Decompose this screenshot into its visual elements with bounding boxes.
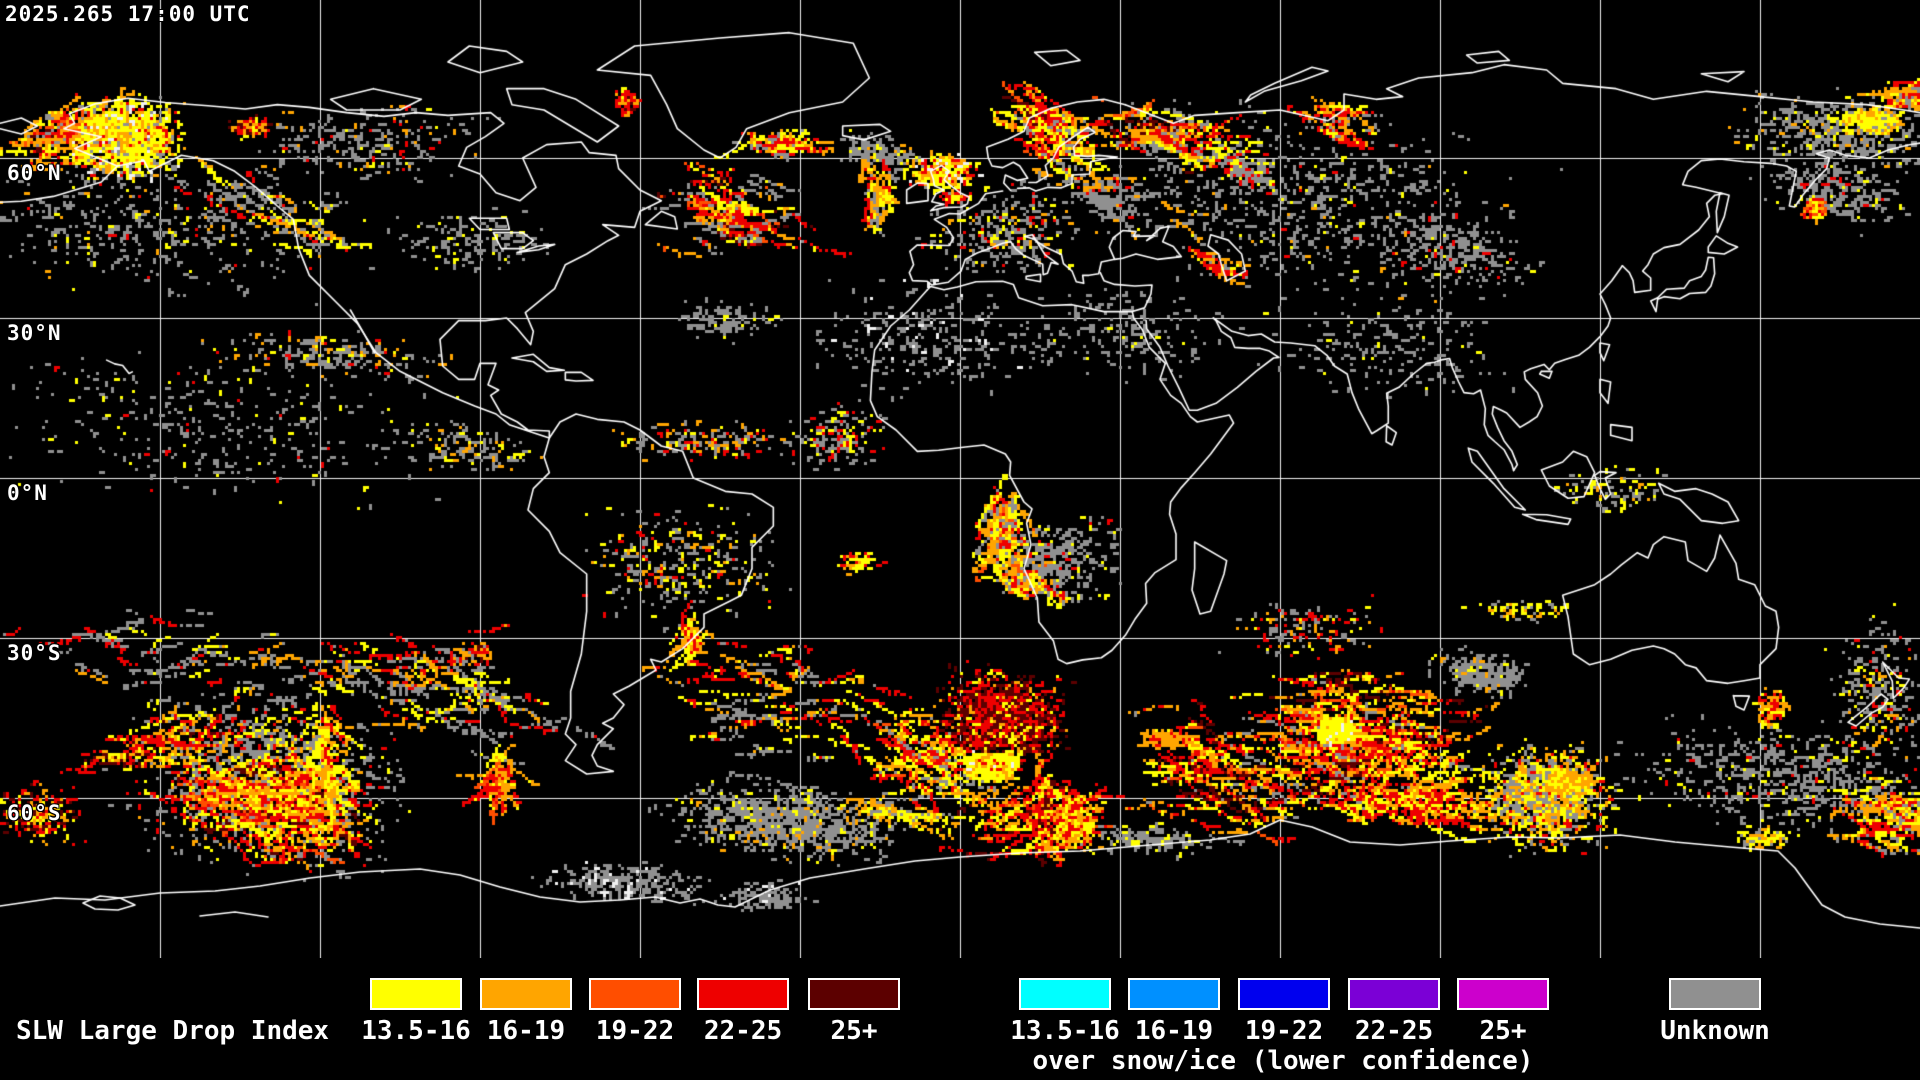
- legend-swatch-snow-3: [1238, 978, 1330, 1010]
- legend-swatch-unknown: [1669, 978, 1761, 1010]
- lat-label-30s: 30°S: [7, 641, 62, 665]
- legend-swatch-slw-1: [370, 978, 462, 1010]
- lat-label-60n: 60°N: [7, 161, 62, 185]
- legend-label-snow-1: 13.5-16: [1010, 1016, 1120, 1046]
- lat-label-30n: 30°N: [7, 321, 62, 345]
- legend-label-slw-3: 19-22: [595, 1016, 675, 1046]
- lat-label-60s: 60°S: [7, 801, 62, 825]
- legend-snow-caption: over snow/ice (lower confidence): [1032, 1046, 1534, 1076]
- legend-label-snow-3: 19-22: [1244, 1016, 1324, 1046]
- legend-swatch-snow-4: [1348, 978, 1440, 1010]
- legend-swatch-slw-5: [808, 978, 900, 1010]
- legend-label-snow-4: 22-25: [1354, 1016, 1434, 1046]
- legend-swatch-slw-4: [697, 978, 789, 1010]
- legend: SLW Large Drop Index 13.5-16 16-19 19-22…: [0, 958, 1920, 1080]
- legend-label-snow-2: 16-19: [1134, 1016, 1214, 1046]
- legend-label-unknown: Unknown: [1660, 1016, 1770, 1046]
- lat-label-0n: 0°N: [7, 481, 48, 505]
- legend-label-slw-4: 22-25: [703, 1016, 783, 1046]
- legend-swatch-snow-5: [1457, 978, 1549, 1010]
- legend-label-slw-1: 13.5-16: [361, 1016, 471, 1046]
- legend-title: SLW Large Drop Index: [16, 1016, 330, 1046]
- legend-swatch-snow-2: [1128, 978, 1220, 1010]
- timestamp: 2025.265 17:00 UTC: [5, 2, 251, 26]
- legend-swatch-slw-2: [480, 978, 572, 1010]
- legend-label-snow-5: 25+: [1479, 1016, 1527, 1046]
- legend-label-slw-2: 16-19: [486, 1016, 566, 1046]
- legend-swatch-slw-3: [589, 978, 681, 1010]
- legend-label-slw-5: 25+: [830, 1016, 878, 1046]
- legend-swatch-snow-1: [1019, 978, 1111, 1010]
